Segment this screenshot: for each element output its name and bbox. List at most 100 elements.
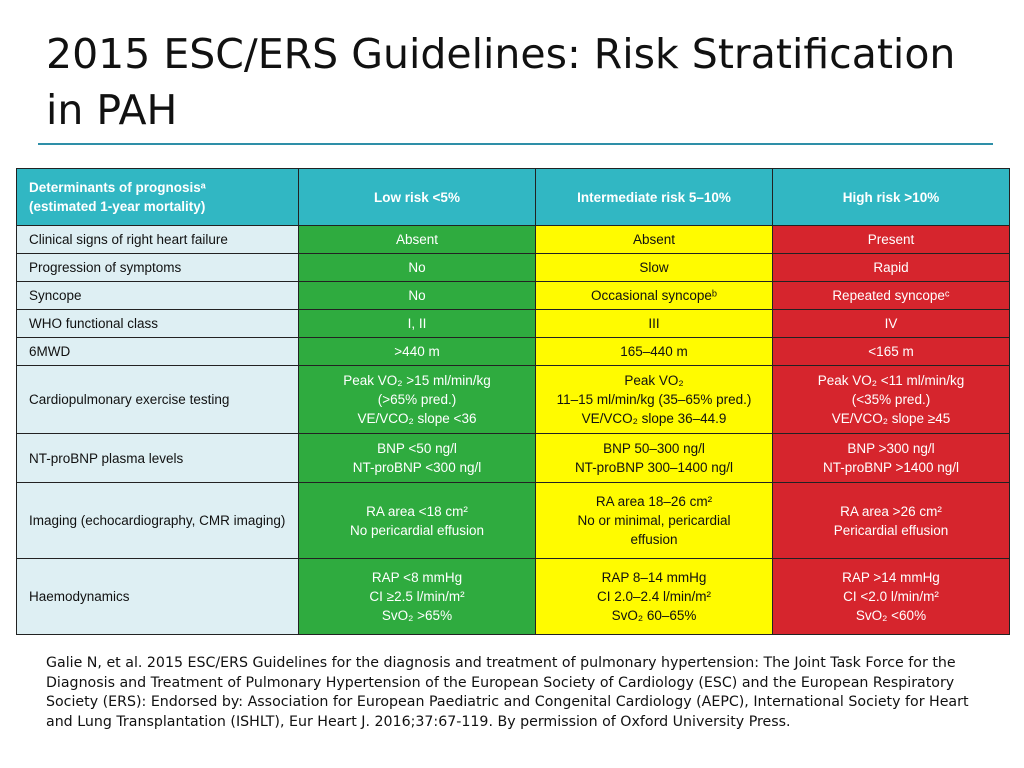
table-row: Syncope No Occasional syncopeᵇ Repeated syn… xyxy=(16,281,1010,310)
cell-line: RA area >26 cm² xyxy=(840,503,942,519)
high-risk-cell: IV xyxy=(772,309,1010,338)
row-label: Imaging (echocardiography, CMR imaging) xyxy=(16,482,299,559)
table-row: Haemodynamics RAP <8 mmHg CI ≥2.5 l/min/m²… xyxy=(16,558,1010,635)
low-risk-cell: RAP <8 mmHg CI ≥2.5 l/min/m² SvO₂ >65% xyxy=(298,558,536,635)
cell-line: VE/VCO₂ slope <36 xyxy=(357,411,477,426)
table-row: Progression of symptoms No Slow Rapid xyxy=(16,253,1010,282)
row-label: Cardiopulmonary exercise testing xyxy=(16,365,299,434)
low-risk-cell: No xyxy=(298,253,536,282)
cell-line: <165 m xyxy=(868,344,914,359)
cell-line: No xyxy=(408,288,426,303)
row-label: 6MWD xyxy=(16,337,299,366)
cell-line: VE/VCO₂ slope 36–44.9 xyxy=(581,411,727,426)
cell-line: RAP 8–14 mmHg xyxy=(601,570,707,585)
intermediate-risk-cell: Absent xyxy=(535,225,773,254)
cell-line: Peak VO₂ <11 ml/min/kg xyxy=(817,373,965,388)
cell-line: BNP >300 ng/l xyxy=(847,441,935,456)
row-label: Clinical signs of right heart failure xyxy=(16,225,299,254)
cell-line: effusion xyxy=(630,532,678,547)
cell-line: I, II xyxy=(407,316,427,331)
table-row: Clinical signs of right heart failure Abs… xyxy=(16,225,1010,254)
cell-line: BNP <50 ng/l xyxy=(377,441,457,456)
table-body: Clinical signs of right heart failure Abs… xyxy=(16,225,1010,635)
intermediate-risk-cell: RA area 18–26 cm² No or minimal, pericard… xyxy=(535,482,773,559)
row-label: Progression of symptoms xyxy=(16,253,299,282)
header-determinants-line: Determinants of prognosisᵃ xyxy=(29,180,206,195)
header-high-risk: High risk >10% xyxy=(772,168,1010,226)
high-risk-cell: Rapid xyxy=(772,253,1010,282)
cell-line: RAP >14 mmHg xyxy=(842,570,940,585)
cell-line: >440 m xyxy=(394,344,440,359)
high-risk-cell: RAP >14 mmHg CI <2.0 l/min/m² SvO₂ <60% xyxy=(772,558,1010,635)
cell-line: (>65% pred.) xyxy=(377,392,457,407)
cell-line: BNP 50–300 ng/l xyxy=(603,441,705,456)
header-low-risk: Low risk <5% xyxy=(298,168,536,226)
low-risk-cell: Absent xyxy=(298,225,536,254)
slide-title: 2015 ESC/ERS Guidelines: Risk Stratifica… xyxy=(46,30,956,134)
intermediate-risk-cell: Slow xyxy=(535,253,773,282)
cell-line: SvO₂ >65% xyxy=(381,608,453,623)
table-row: Cardiopulmonary exercise testing Peak VO₂… xyxy=(16,365,1010,434)
cell-line: III xyxy=(648,316,660,331)
cell-line: (<35% pred.) xyxy=(851,392,931,407)
low-risk-cell: >440 m xyxy=(298,337,536,366)
cell-line: Present xyxy=(867,232,915,247)
row-label: NT-proBNP plasma levels xyxy=(16,433,299,483)
cell-line: Rapid xyxy=(873,260,909,275)
cell-line: No xyxy=(408,260,426,275)
table-row: WHO functional class I, II III IV xyxy=(16,309,1010,338)
high-risk-cell: Present xyxy=(772,225,1010,254)
intermediate-risk-cell: III xyxy=(535,309,773,338)
cell-line: Occasional syncopeᵇ xyxy=(591,288,717,303)
cell-line: Peak VO₂ xyxy=(624,373,684,388)
cell-line: 11–15 ml/min/kg (35–65% pred.) xyxy=(556,392,752,407)
title-divider xyxy=(38,143,993,145)
header-determinants: Determinants of prognosisᵃ (estimated 1-… xyxy=(16,168,299,226)
header-determinants-line: (estimated 1-year mortality) xyxy=(29,199,206,214)
low-risk-cell: BNP <50 ng/l NT-proBNP <300 ng/l xyxy=(298,433,536,483)
low-risk-cell: Peak VO₂ >15 ml/min/kg (>65% pred.) VE/VCO… xyxy=(298,365,536,434)
cell-line: CI <2.0 l/min/m² xyxy=(843,589,939,604)
high-risk-cell: Peak VO₂ <11 ml/min/kg (<35% pred.) VE/VCO… xyxy=(772,365,1010,434)
cell-line: Repeated syncopeᶜ xyxy=(832,288,950,303)
cell-line: RA area 18–26 cm² xyxy=(595,494,713,509)
intermediate-risk-cell: RAP 8–14 mmHg CI 2.0–2.4 l/min/m² SvO₂ 60–… xyxy=(535,558,773,635)
cell-line: Pericardial effusion xyxy=(833,522,949,538)
high-risk-cell: Repeated syncopeᶜ xyxy=(772,281,1010,310)
cell-line: CI ≥2.5 l/min/m² xyxy=(369,589,465,604)
cell-line: CI 2.0–2.4 l/min/m² xyxy=(596,589,712,604)
row-label: Syncope xyxy=(16,281,299,310)
cell-line: SvO₂ <60% xyxy=(855,608,927,623)
intermediate-risk-cell: Peak VO₂ 11–15 ml/min/kg (35–65% pred.) VE… xyxy=(535,365,773,434)
low-risk-cell: I, II xyxy=(298,309,536,338)
low-risk-cell: No xyxy=(298,281,536,310)
cell-line: NT-proBNP <300 ng/l xyxy=(352,460,482,475)
high-risk-cell: RA area >26 cm² Pericardial effusion xyxy=(772,482,1010,559)
cell-line: NT-proBNP 300–1400 ng/l xyxy=(574,460,734,475)
cell-line: 165–440 m xyxy=(620,344,688,359)
cell-line: SvO₂ 60–65% xyxy=(611,608,697,623)
table-header-row: Determinants of prognosisᵃ (estimated 1-… xyxy=(16,168,1010,226)
cell-line: Peak VO₂ >15 ml/min/kg xyxy=(343,373,491,388)
header-intermediate-risk: Intermediate risk 5–10% xyxy=(535,168,773,226)
intermediate-risk-cell: BNP 50–300 ng/l NT-proBNP 300–1400 ng/l xyxy=(535,433,773,483)
table-row: 6MWD >440 m 165–440 m <165 m xyxy=(16,337,1010,366)
cell-line: Absent xyxy=(395,232,439,247)
high-risk-cell: <165 m xyxy=(772,337,1010,366)
cell-line: No pericardial effusion xyxy=(349,522,485,538)
cell-line: Slow xyxy=(639,260,669,275)
cell-line: No or minimal, pericardial xyxy=(577,513,731,528)
cell-line: Absent xyxy=(632,232,676,247)
table-row: Imaging (echocardiography, CMR imaging) R… xyxy=(16,482,1010,559)
row-label: Haemodynamics xyxy=(16,558,299,635)
table-row: NT-proBNP plasma levels BNP <50 ng/l NT-pr… xyxy=(16,433,1010,483)
risk-stratification-table: Determinants of prognosisᵃ (estimated 1-… xyxy=(16,168,1010,635)
citation: Galie N, et al. 2015 ESC/ERS Guidelines … xyxy=(46,655,969,730)
cell-line: VE/VCO₂ slope ≥45 xyxy=(831,411,951,426)
row-label: WHO functional class xyxy=(16,309,299,338)
intermediate-risk-cell: 165–440 m xyxy=(535,337,773,366)
intermediate-risk-cell: Occasional syncopeᵇ xyxy=(535,281,773,310)
cell-line: IV xyxy=(884,316,898,331)
cell-line: RAP <8 mmHg xyxy=(371,570,463,585)
low-risk-cell: RA area <18 cm² No pericardial effusion xyxy=(298,482,536,559)
